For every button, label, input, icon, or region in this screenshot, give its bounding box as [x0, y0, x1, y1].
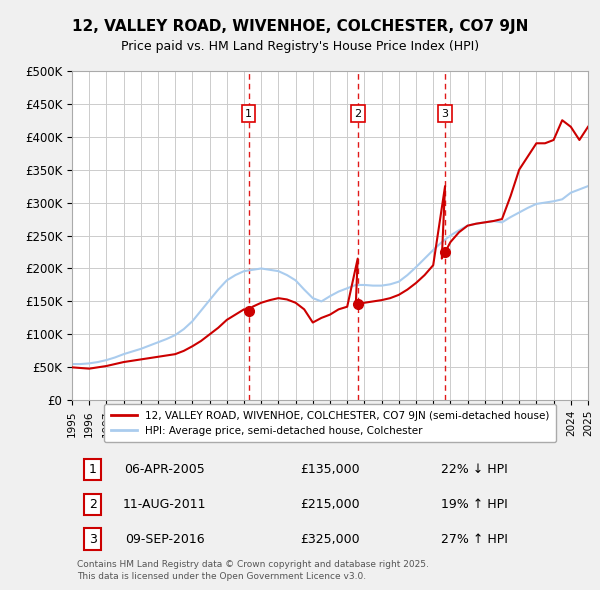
Text: 3: 3 [442, 109, 449, 119]
Text: 06-APR-2005: 06-APR-2005 [125, 463, 205, 476]
Text: 2: 2 [354, 109, 361, 119]
Text: 1: 1 [89, 463, 97, 476]
Text: 12, VALLEY ROAD, WIVENHOE, COLCHESTER, CO7 9JN: 12, VALLEY ROAD, WIVENHOE, COLCHESTER, C… [72, 19, 528, 34]
Text: 11-AUG-2011: 11-AUG-2011 [123, 498, 206, 511]
Text: 3: 3 [89, 533, 97, 546]
Text: 1: 1 [245, 109, 252, 119]
Text: £215,000: £215,000 [300, 498, 360, 511]
Legend: 12, VALLEY ROAD, WIVENHOE, COLCHESTER, CO7 9JN (semi-detached house), HPI: Avera: 12, VALLEY ROAD, WIVENHOE, COLCHESTER, C… [104, 404, 556, 442]
Text: £325,000: £325,000 [300, 533, 360, 546]
Text: Price paid vs. HM Land Registry's House Price Index (HPI): Price paid vs. HM Land Registry's House … [121, 40, 479, 53]
Text: 27% ↑ HPI: 27% ↑ HPI [441, 533, 508, 546]
Text: £135,000: £135,000 [300, 463, 360, 476]
Text: Contains HM Land Registry data © Crown copyright and database right 2025.
This d: Contains HM Land Registry data © Crown c… [77, 560, 429, 581]
Text: 09-SEP-2016: 09-SEP-2016 [125, 533, 205, 546]
Text: 22% ↓ HPI: 22% ↓ HPI [441, 463, 508, 476]
Text: 19% ↑ HPI: 19% ↑ HPI [441, 498, 508, 511]
Text: 2: 2 [89, 498, 97, 511]
